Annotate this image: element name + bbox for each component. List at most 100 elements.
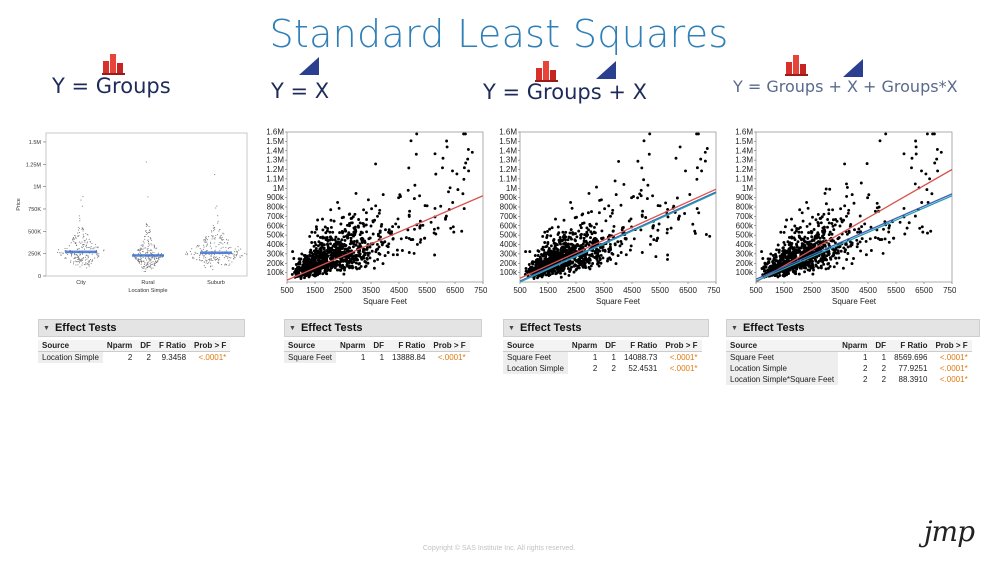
data-point	[447, 190, 450, 194]
data-point	[60, 252, 62, 254]
data-point	[76, 254, 78, 257]
data-point	[825, 254, 829, 258]
data-point	[236, 251, 238, 253]
data-point	[639, 188, 643, 192]
data-point	[845, 194, 849, 198]
data-point	[562, 237, 566, 241]
data-point	[589, 264, 593, 268]
data-point	[418, 225, 422, 229]
data-point	[439, 204, 443, 208]
data-point	[317, 254, 321, 257]
data-point	[203, 239, 205, 241]
data-point	[703, 159, 707, 163]
data-point	[314, 225, 318, 229]
scatter-plot-groups-plus-x: 100k200k300k400k500k600k700k800k900k1M1.…	[499, 128, 720, 306]
data-point	[154, 262, 156, 264]
data-point	[139, 251, 141, 253]
data-point	[852, 257, 855, 260]
data-point	[836, 249, 840, 253]
data-point	[313, 230, 317, 234]
data-point	[577, 266, 581, 270]
data-point	[771, 253, 775, 257]
data-point	[147, 196, 149, 198]
y-tick-label: 1.1M	[735, 174, 753, 183]
data-point	[556, 266, 560, 270]
data-point	[875, 201, 879, 205]
data-point	[138, 259, 140, 261]
y-tick-label: 1.3M	[499, 156, 517, 165]
data-point	[377, 245, 381, 249]
disclosure-triangle-icon[interactable]: ▼	[289, 325, 296, 332]
data-point	[573, 245, 577, 248]
data-point	[585, 226, 589, 230]
data-point	[814, 249, 818, 253]
data-point	[203, 261, 205, 263]
data-point	[878, 238, 882, 242]
column-header: Source	[284, 340, 337, 352]
disclosure-triangle-icon[interactable]: ▼	[731, 325, 738, 332]
data-point	[210, 265, 212, 267]
data-point	[827, 233, 831, 237]
data-point	[206, 243, 208, 245]
data-point	[234, 257, 236, 259]
data-point	[569, 200, 573, 204]
data-point	[301, 263, 305, 267]
data-point	[558, 236, 562, 239]
data-point	[887, 240, 891, 244]
disclosure-triangle-icon[interactable]: ▼	[508, 325, 515, 332]
data-point	[147, 236, 149, 238]
data-point	[145, 268, 147, 270]
data-point	[142, 256, 144, 259]
data-point	[632, 195, 635, 198]
disclosure-triangle-icon[interactable]: ▼	[43, 325, 50, 332]
data-point	[826, 225, 829, 229]
data-point	[782, 252, 786, 255]
data-point	[830, 222, 834, 225]
data-point	[600, 229, 604, 233]
data-point	[369, 224, 373, 228]
data-point	[583, 233, 587, 237]
data-point	[205, 241, 207, 243]
data-point	[534, 263, 538, 267]
data-point	[338, 231, 342, 235]
data-point	[209, 241, 212, 243]
data-point	[78, 241, 80, 243]
data-point	[645, 197, 649, 201]
data-point	[303, 276, 306, 280]
data-point	[775, 248, 779, 252]
data-point	[320, 256, 324, 260]
data-point	[905, 226, 909, 230]
data-point	[366, 198, 370, 202]
data-point	[364, 211, 368, 215]
data-point	[336, 200, 340, 204]
data-point	[548, 227, 552, 231]
source-cell: Location Simple	[503, 363, 568, 374]
data-point	[340, 258, 344, 262]
data-point	[451, 225, 455, 229]
data-point	[591, 262, 595, 265]
data-point	[445, 145, 449, 149]
data-point	[814, 258, 818, 262]
data-point	[335, 268, 339, 272]
data-point	[90, 248, 92, 250]
f-ratio-cell: 13888.84	[392, 353, 426, 362]
data-point	[636, 159, 640, 163]
data-point	[145, 233, 147, 236]
data-point	[647, 152, 651, 156]
table-row: Location Simple 2 2 52.4531 <.0001*	[503, 363, 702, 374]
df-cell: 2	[611, 364, 616, 373]
triangle-icon	[843, 59, 863, 77]
data-point	[860, 237, 864, 241]
data-point	[62, 252, 64, 254]
data-point	[90, 258, 92, 261]
data-point	[365, 246, 369, 249]
data-point	[381, 193, 385, 197]
data-point	[310, 251, 314, 255]
data-point	[544, 259, 548, 263]
data-point	[236, 252, 238, 254]
nparm-cell: 2	[127, 353, 133, 362]
data-point	[574, 268, 578, 272]
data-point	[241, 255, 243, 257]
source-cell: Square Feet	[726, 351, 839, 363]
data-point	[620, 242, 624, 246]
